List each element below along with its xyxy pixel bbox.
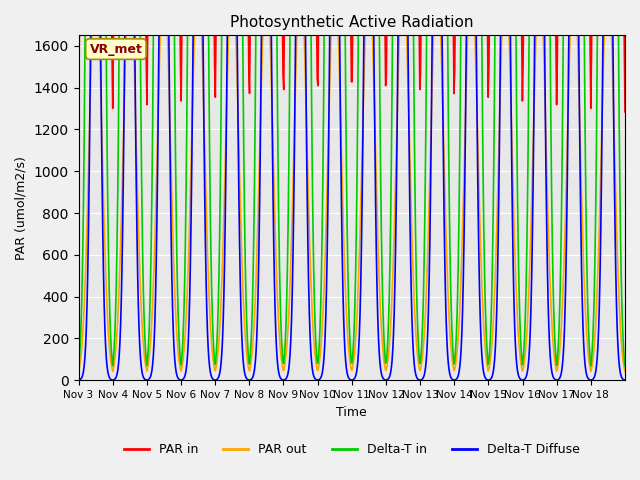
Delta-T Diffuse — [288, 316, 296, 322]
PAR out — [409, 258, 417, 264]
Delta-T in — [240, 154, 248, 159]
Line: Delta-T in: Delta-T in — [79, 0, 625, 366]
PAR out — [267, 62, 275, 68]
PAR in — [621, 109, 629, 115]
Y-axis label: PAR (umol/m2/s): PAR (umol/m2/s) — [15, 156, 28, 260]
PAR in — [75, 109, 83, 115]
Text: VR_met: VR_met — [90, 43, 142, 56]
Delta-T Diffuse — [140, 374, 147, 380]
Delta-T in — [621, 363, 629, 369]
X-axis label: Time: Time — [337, 406, 367, 419]
Delta-T Diffuse — [409, 336, 417, 342]
PAR out — [140, 342, 147, 348]
Line: Delta-T Diffuse: Delta-T Diffuse — [79, 0, 625, 380]
Delta-T Diffuse — [440, 153, 447, 159]
PAR out — [440, 128, 447, 133]
PAR out — [240, 308, 248, 313]
Line: PAR out: PAR out — [79, 0, 625, 372]
Delta-T Diffuse — [75, 377, 83, 383]
PAR out — [75, 369, 83, 374]
Line: PAR in: PAR in — [79, 0, 625, 112]
Delta-T Diffuse — [621, 377, 629, 383]
Delta-T Diffuse — [240, 365, 248, 371]
Legend: PAR in, PAR out, Delta-T in, Delta-T Diffuse: PAR in, PAR out, Delta-T in, Delta-T Dif… — [119, 438, 584, 461]
Delta-T in — [75, 363, 83, 369]
PAR out — [621, 369, 629, 374]
Title: Photosynthetic Active Radiation: Photosynthetic Active Radiation — [230, 15, 474, 30]
Delta-T in — [140, 288, 147, 293]
PAR out — [288, 235, 296, 241]
